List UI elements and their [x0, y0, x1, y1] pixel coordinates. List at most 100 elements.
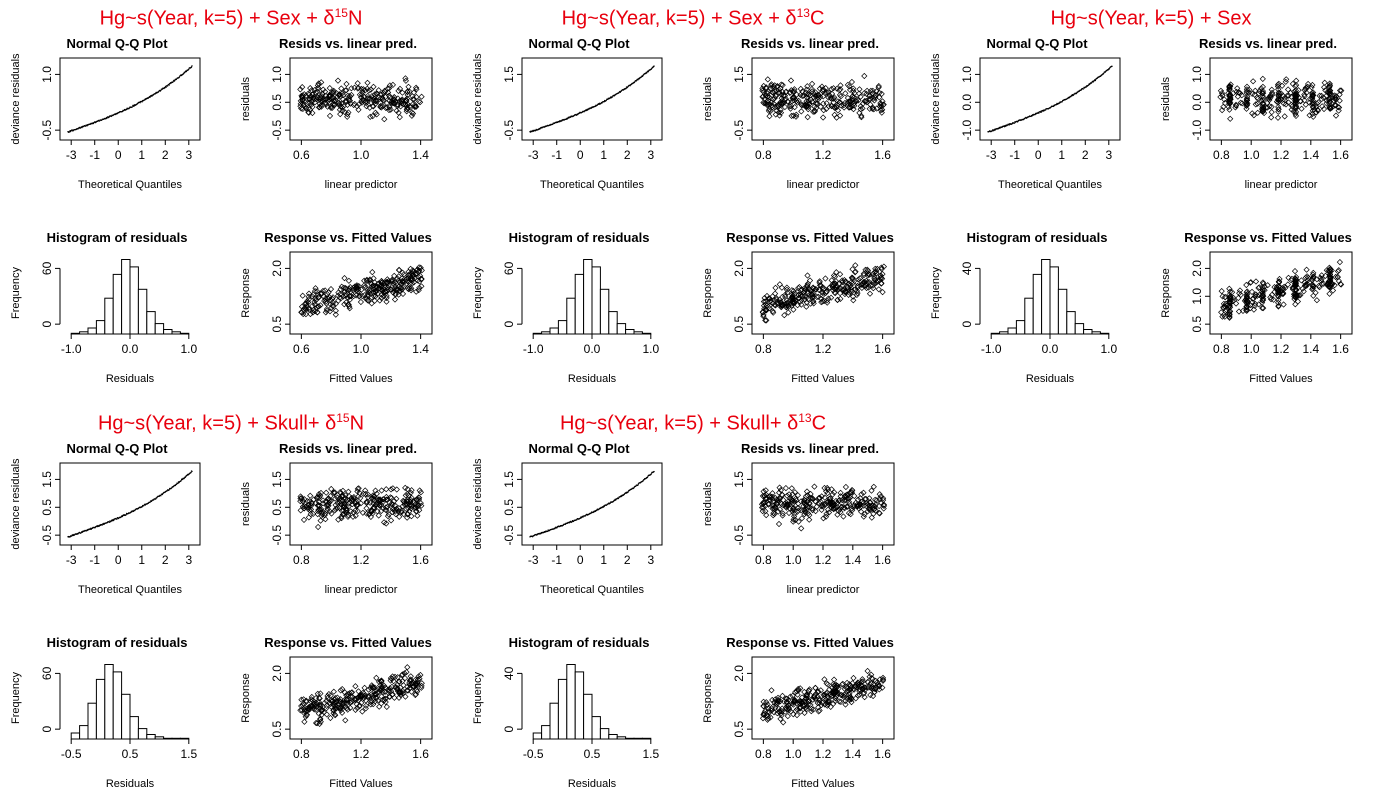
scatter-point [786, 89, 793, 96]
scatter-point [369, 113, 376, 120]
histogram-bar [112, 671, 123, 740]
scatter-point [346, 93, 353, 100]
scatter-point [779, 491, 786, 499]
y-axis-label: Frequency [930, 267, 942, 319]
scatter-point [818, 503, 825, 510]
scatter-point [846, 689, 853, 696]
scatter-point [814, 693, 821, 700]
scatter-point [313, 700, 320, 707]
scatter-point [307, 698, 315, 705]
scatter-point [359, 96, 366, 103]
scatter-point [815, 92, 822, 99]
scatter-point [849, 274, 856, 282]
scatter-point [327, 692, 334, 699]
scatter-point [405, 275, 412, 282]
scatter-point [1332, 102, 1340, 109]
scatter-point [837, 112, 844, 119]
scatter-point [797, 287, 805, 294]
plot-frame [59, 462, 201, 546]
scatter-point [361, 292, 368, 299]
model-title: Hg~s(Year, k=5) + Skull+ δ15N [0, 411, 462, 436]
scatter-point [859, 685, 866, 692]
scatter-point [1245, 89, 1253, 96]
scatter-point [763, 317, 770, 324]
y-tick-label: 0.5 [270, 315, 284, 332]
scatter-point [1244, 288, 1251, 295]
scatter-point [409, 109, 416, 116]
scatter-point [315, 303, 322, 310]
scatter-point [345, 95, 353, 102]
scatter-point [402, 75, 409, 82]
model-title: Hg~s(Year, k=5) + Sex [920, 6, 1379, 31]
qq-point [625, 87, 627, 90]
scatter-point [1232, 104, 1239, 111]
x-tick-label: 0.0 [122, 342, 139, 356]
scatter-point [794, 691, 801, 698]
scatter-point [1244, 93, 1251, 100]
qq-point [183, 477, 185, 480]
scatter-point [414, 277, 421, 284]
y-tick-label: 1.5 [732, 66, 746, 83]
scatter-point [856, 501, 863, 508]
rvl-panel: Resids vs. linear pred.linear predictorr… [240, 441, 433, 596]
scatter-point [1298, 105, 1305, 112]
scatter-point [788, 485, 795, 492]
scatter-point [380, 496, 387, 503]
scatter-point [1326, 90, 1333, 98]
histogram-bar [121, 693, 131, 740]
scatter-point [339, 701, 346, 708]
scatter-point [848, 279, 855, 286]
scatter-point [376, 703, 383, 710]
scatter-point [337, 698, 344, 705]
scatter-point [879, 684, 886, 691]
x-axis-label: linear predictor [787, 179, 860, 191]
scatter-point [826, 686, 833, 693]
scatter-point [791, 299, 798, 306]
scatter-point [1282, 101, 1290, 108]
scatter-point [384, 85, 391, 92]
scatter-point [336, 93, 343, 100]
scatter-point [376, 678, 383, 685]
scatter-point [852, 97, 859, 104]
scatter-point [1236, 287, 1244, 294]
scatter-point [414, 676, 421, 683]
scatter-point [388, 517, 395, 524]
scatter-point [775, 103, 782, 110]
scatter-point [380, 89, 387, 97]
scatter-point [350, 293, 357, 300]
x-tick-label: 1 [600, 553, 607, 567]
scatter-point [410, 89, 417, 96]
scatter-point [1301, 97, 1308, 104]
y-tick-label: 0 [502, 321, 516, 328]
scatter-point [759, 492, 766, 500]
scatter-point [331, 97, 338, 104]
scatter-point [1268, 86, 1275, 93]
scatter-point [863, 684, 870, 691]
scatter-point [302, 311, 309, 318]
scatter-point [870, 692, 877, 700]
histogram-bar [557, 678, 568, 740]
scatter-point [331, 489, 338, 496]
scatter-point [801, 709, 808, 716]
histogram-bar [87, 702, 97, 740]
scatter-point [336, 499, 343, 506]
scatter-point [1294, 292, 1301, 299]
scatter-point [309, 103, 316, 110]
scatter-point [831, 111, 838, 118]
scatter-point [1279, 82, 1286, 89]
histogram-bar [625, 329, 635, 335]
scatter-point [1274, 114, 1282, 121]
scatter-point [785, 509, 793, 517]
scatter-point [863, 277, 870, 284]
scatter-point [814, 96, 822, 103]
scatter-point [873, 497, 880, 504]
scatter-point [417, 99, 424, 106]
scatter-point [1309, 271, 1317, 278]
scatter-point [389, 501, 396, 508]
x-tick-label: 1.4 [412, 148, 429, 162]
scatter-point [1248, 288, 1256, 295]
scatter-point [365, 87, 373, 94]
scatter-point [788, 295, 795, 302]
